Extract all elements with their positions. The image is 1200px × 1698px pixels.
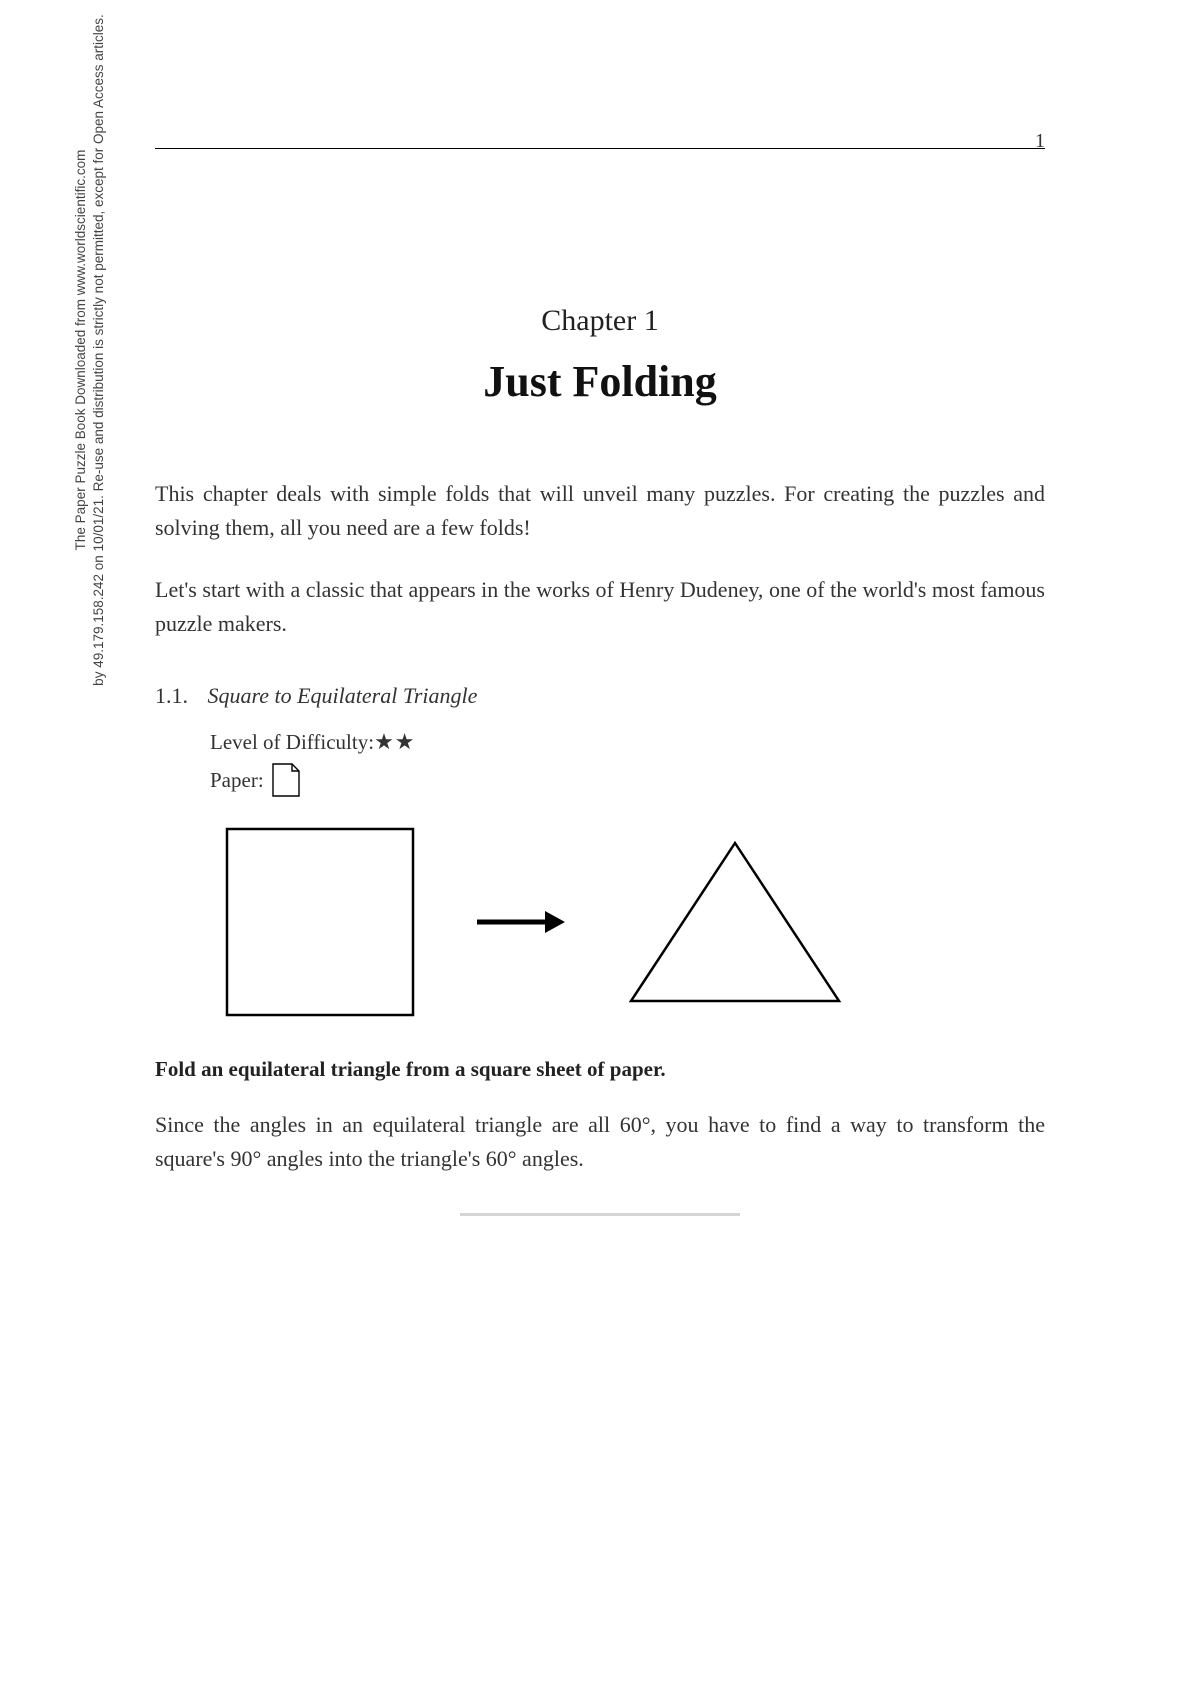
paper-icon — [272, 763, 300, 797]
chapter-label: Chapter 1 — [155, 304, 1045, 338]
puzzle-meta: Level of Difficulty: ★★ Paper: — [210, 729, 1045, 797]
square-icon — [225, 827, 415, 1017]
triangle-icon — [625, 837, 845, 1007]
difficulty-label: Level of Difficulty: — [210, 730, 374, 755]
paragraph-1: This chapter deals with simple folds tha… — [155, 477, 1045, 545]
chapter-title: Just Folding — [155, 356, 1045, 407]
header-rule — [155, 148, 1045, 149]
footer-divider — [460, 1213, 740, 1216]
difficulty-stars: ★★ — [374, 729, 415, 755]
section-title: Square to Equilateral Triangle — [208, 683, 478, 708]
download-watermark: The Paper Puzzle Book Downloaded from ww… — [72, 0, 108, 700]
paper-label: Paper: — [210, 768, 264, 793]
watermark-line-2: by 49.179.158.242 on 10/01/21. Re-use an… — [90, 0, 108, 700]
section-heading: 1.1. Square to Equilateral Triangle — [155, 683, 1045, 709]
page-content: 1 Chapter 1 Just Folding This chapter de… — [155, 140, 1045, 1216]
paragraph-3: Since the angles in an equilateral trian… — [155, 1108, 1045, 1176]
section-number: 1.1. — [155, 683, 188, 708]
paragraph-2: Let's start with a classic that appears … — [155, 573, 1045, 641]
figure-transform — [225, 827, 1045, 1017]
arrow-right-icon — [475, 907, 565, 937]
instruction-text: Fold an equilateral triangle from a squa… — [155, 1057, 1045, 1082]
page-number: 1 — [1035, 130, 1045, 153]
difficulty-row: Level of Difficulty: ★★ — [210, 729, 1045, 755]
watermark-line-1: The Paper Puzzle Book Downloaded from ww… — [72, 0, 90, 700]
paper-row: Paper: — [210, 763, 1045, 797]
